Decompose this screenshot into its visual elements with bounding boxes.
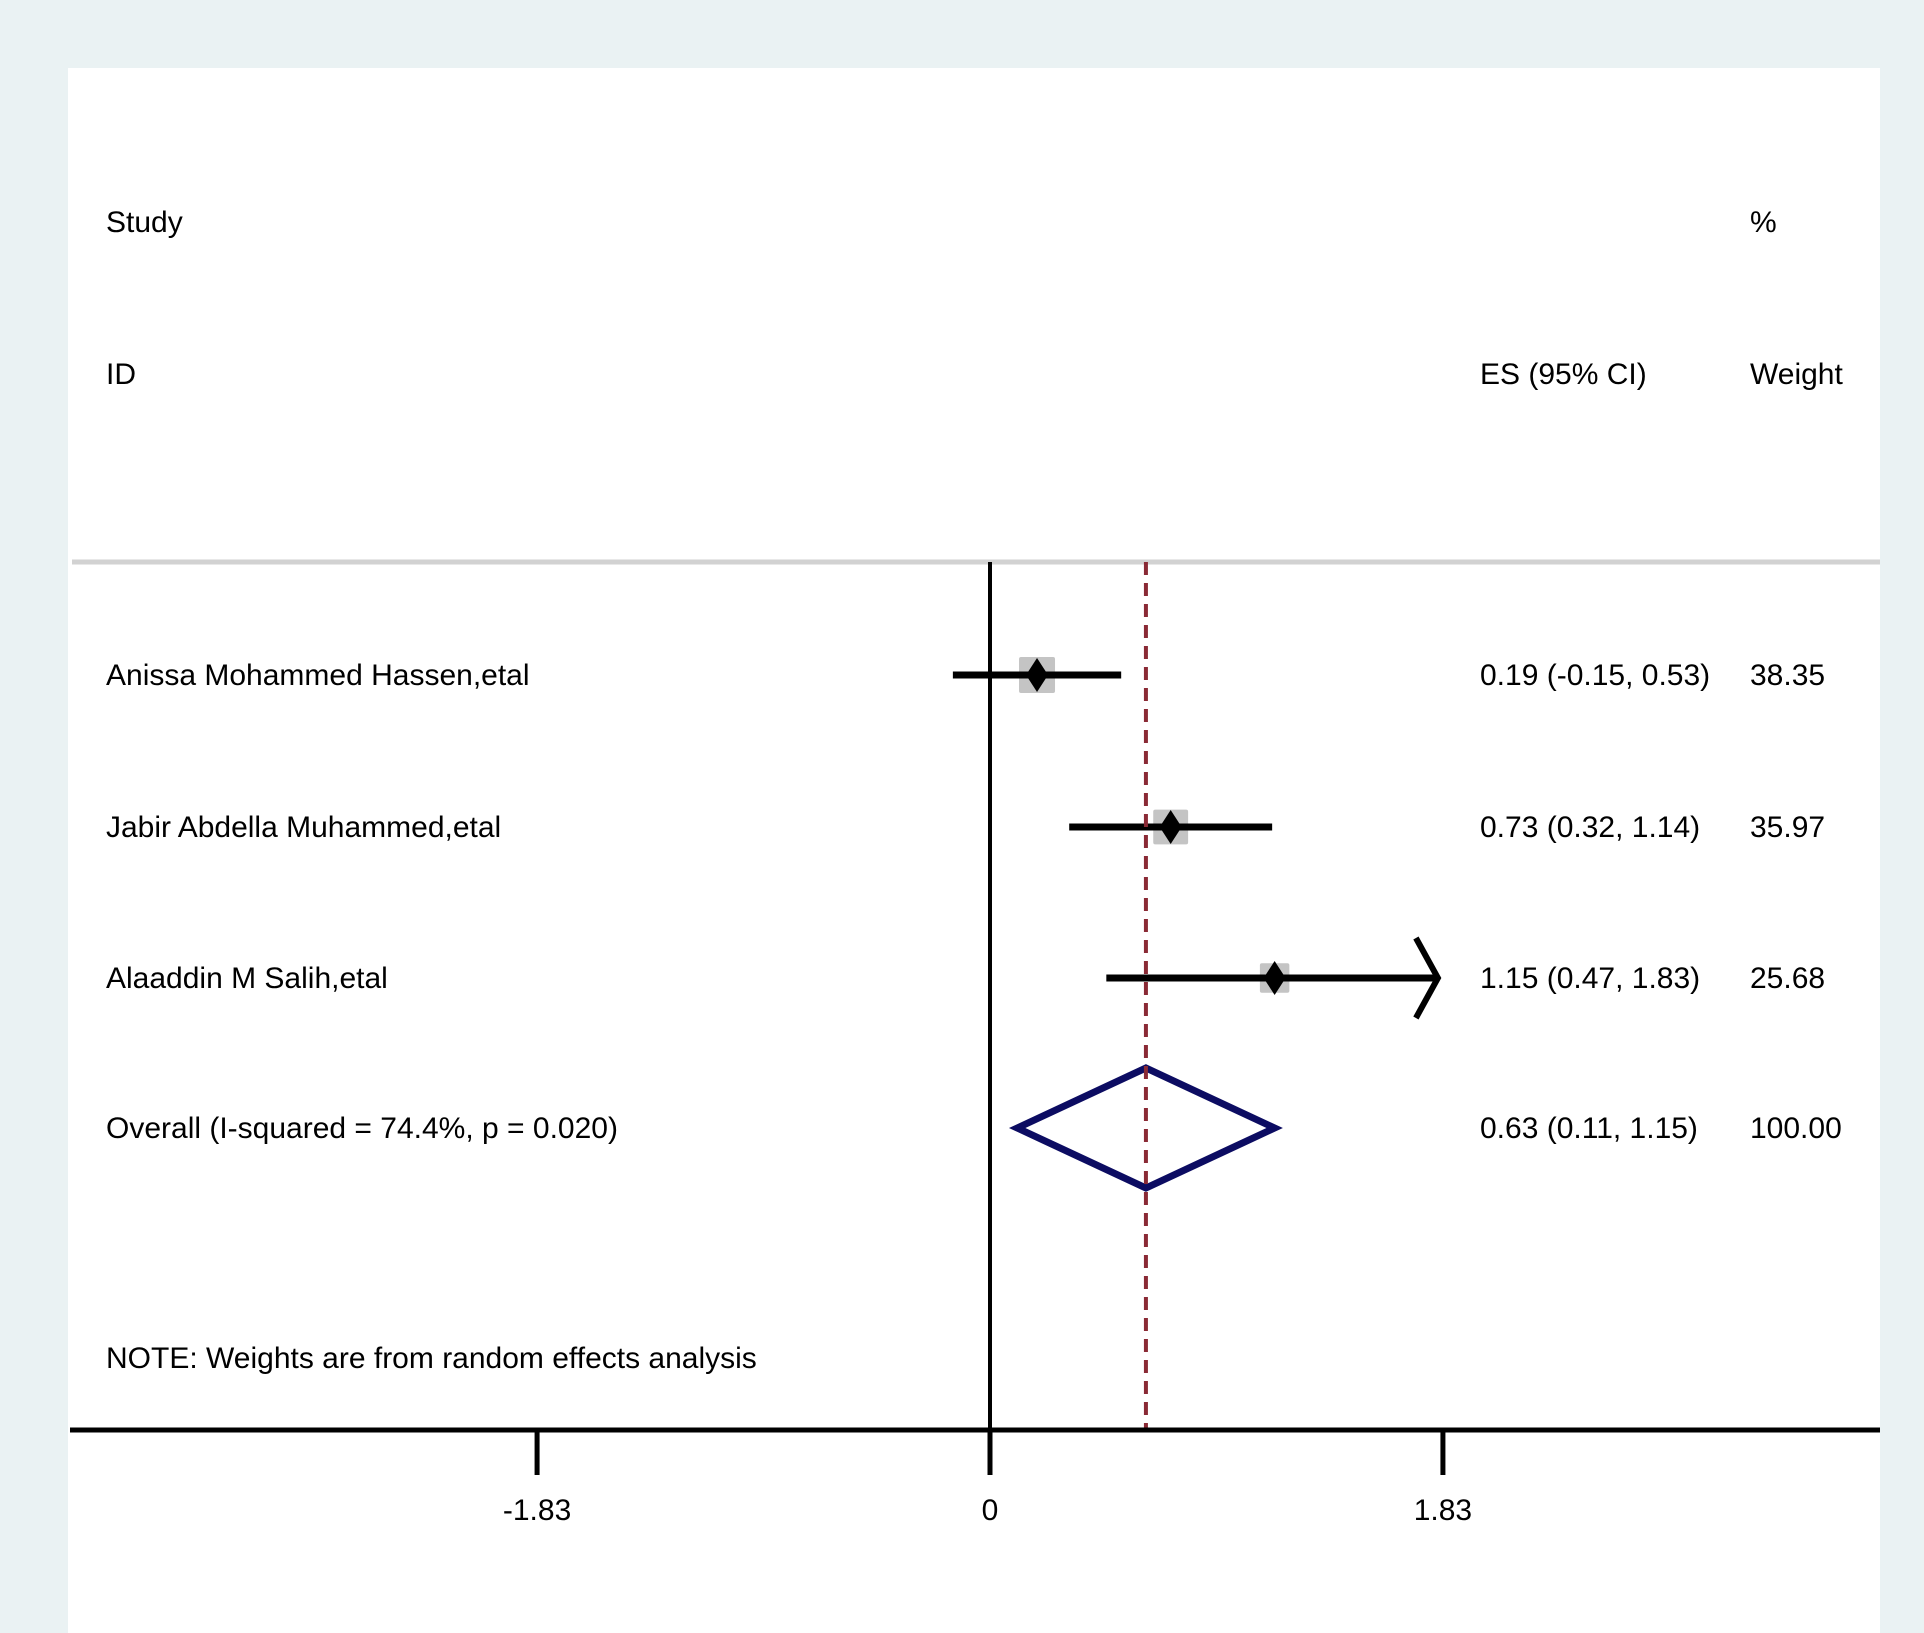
point-estimate <box>1263 961 1286 995</box>
study-weight: 35.97 <box>1750 811 1825 844</box>
header-es-ci: ES (95% CI) <box>1480 358 1647 391</box>
header-study: Study <box>106 206 183 239</box>
study-id: Jabir Abdella Muhammed,etal <box>106 811 501 844</box>
study-weight: 38.35 <box>1750 659 1825 692</box>
overall-label: Overall (I-squared = 74.4%, p = 0.020) <box>106 1112 618 1145</box>
forest-marks: Anissa Mohammed Hassen,etal 0.19 (-0.15, … <box>70 562 1880 1527</box>
header-weight: Weight <box>1750 358 1843 391</box>
study-ci: 1.15 (0.47, 1.83) <box>1480 962 1700 995</box>
overall-diamond <box>1008 1064 1283 1192</box>
study-weight: 25.68 <box>1750 962 1825 995</box>
point-estimate <box>1159 810 1182 844</box>
x-tick-label: -1.83 <box>503 1494 571 1527</box>
x-tick-label: 0 <box>982 1494 999 1527</box>
note-text: NOTE: Weights are from random effects an… <box>106 1342 757 1375</box>
study-id: Anissa Mohammed Hassen,etal <box>106 659 530 692</box>
overall-weight: 100.00 <box>1750 1112 1842 1145</box>
x-tick-label: 1.83 <box>1414 1494 1472 1527</box>
header-id: ID <box>106 358 136 391</box>
study-ci: 0.73 (0.32, 1.14) <box>1480 811 1700 844</box>
ci-arrow <box>1413 936 1442 1020</box>
study-id: Alaaddin M Salih,etal <box>106 962 388 995</box>
header-percent: % <box>1750 206 1777 239</box>
plot-panel <box>68 68 1880 1633</box>
point-estimate <box>1026 658 1049 692</box>
overall-ci: 0.63 (0.11, 1.15) <box>1480 1112 1698 1145</box>
study-ci: 0.19 (-0.15, 0.53) <box>1480 659 1710 692</box>
